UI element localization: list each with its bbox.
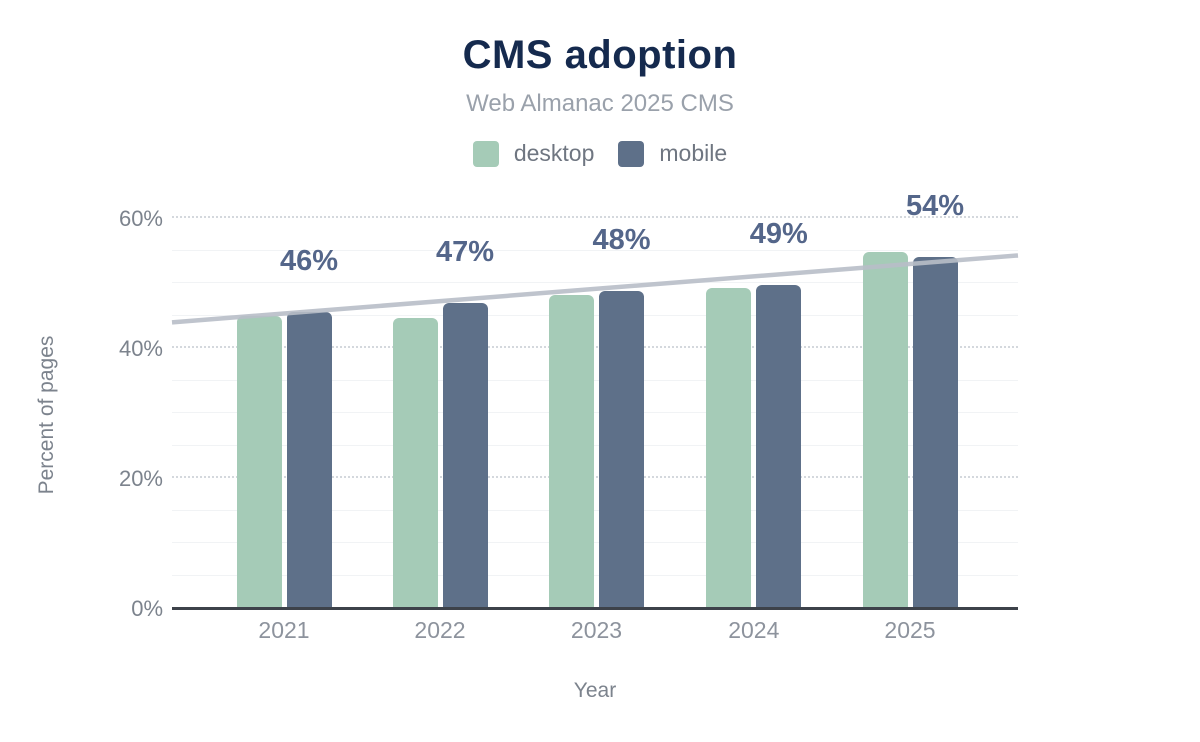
gridline-major-40 [172,346,1018,349]
chart-title: CMS adoption [462,33,738,77]
gridline-minor-45 [172,314,1018,316]
x-axis-baseline [172,607,1018,610]
legend-swatch-desktop [472,140,499,167]
y-tick-60%: 60% [118,206,163,232]
bar-desktop-2021 [236,315,282,608]
legend-label-desktop: desktop [513,140,595,166]
gridline-minor-10 [172,542,1018,544]
gridline-minor-25 [172,444,1018,446]
bar-value-label-2024: 49% [749,217,808,250]
bar-desktop-2023 [549,295,594,608]
bar-value-label-2023: 48% [592,224,651,257]
bar-mobile-2022 [442,302,488,608]
legend-item-mobile: mobile [618,140,727,167]
x-tick-2024: 2024 [728,617,780,643]
x-axis-title: Year [573,679,617,702]
legend: desktop mobile [0,140,1200,167]
bar-desktop-2022 [392,317,438,608]
gridline-minor-30 [172,412,1018,414]
legend-label-mobile: mobile [659,140,728,166]
legend-item-desktop: desktop [472,140,595,167]
bar-mobile-2023 [599,291,644,608]
bar-value-label-2021: 46% [279,244,339,277]
plot-area: 46% 47% 48% 49% 54% [171,186,1019,610]
bar-value-label-2022: 47% [435,235,495,268]
bar-mobile-2025 [912,256,958,608]
x-tick-2022: 2022 [414,617,466,643]
gridline-minor-55 [172,249,1018,251]
bar-mobile-2024 [756,284,802,608]
trendline [171,253,1019,325]
bar-desktop-2024 [706,287,752,608]
gridline-minor-35 [172,379,1018,381]
y-tick-20%: 20% [118,466,163,492]
gridline-minor-50 [172,282,1018,284]
gridline-major-20 [172,476,1018,479]
chart-subtitle: Web Almanac 2025 CMS [466,90,734,117]
gridline-major-60 [172,216,1018,219]
y-tick-40%: 40% [118,336,163,362]
legend-swatch-mobile [618,140,645,167]
x-tick-2021: 2021 [258,617,310,643]
gridline-minor-15 [172,509,1018,511]
x-tick-2025: 2025 [884,617,936,643]
bar-mobile-2021 [286,311,332,608]
x-tick-2023: 2023 [570,617,623,643]
y-tick-0%: 0% [131,596,163,621]
bar-value-label-2025: 54% [905,189,965,222]
bar-desktop-2025 [862,252,908,608]
gridline-minor-5 [172,574,1018,576]
